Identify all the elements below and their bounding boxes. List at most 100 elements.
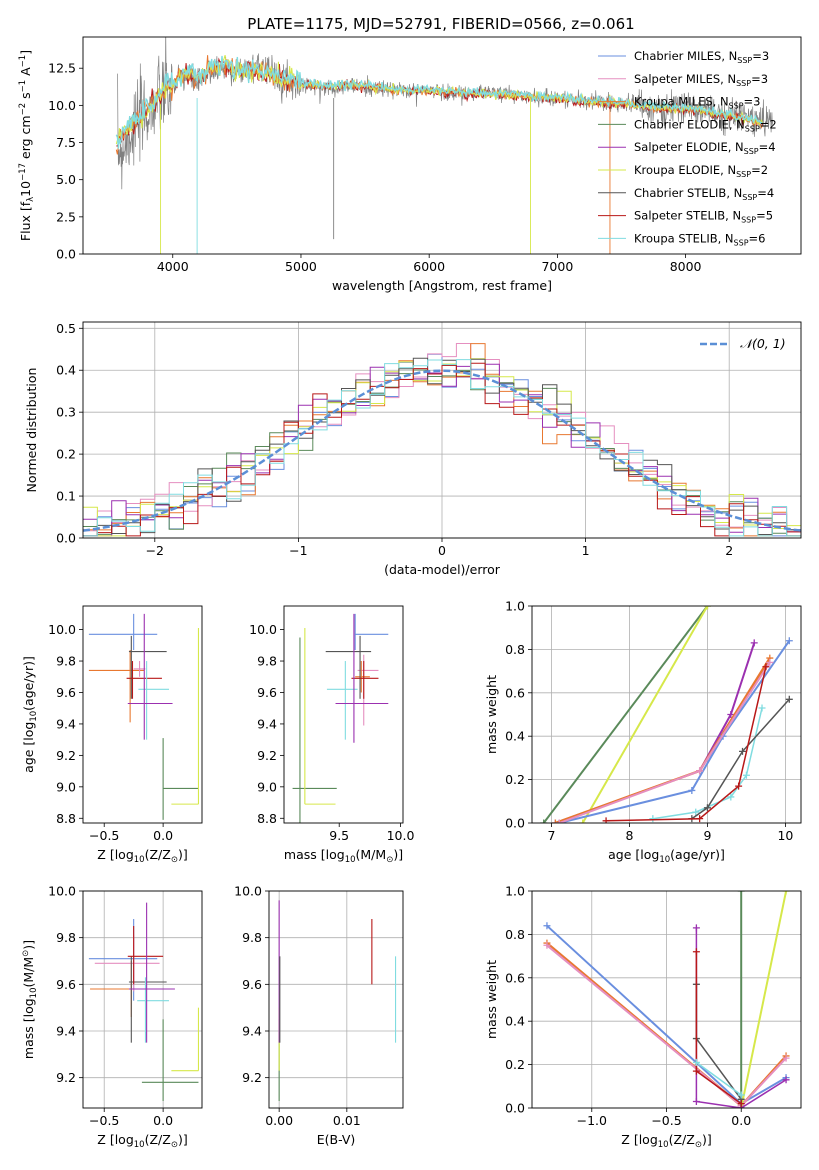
x-tick-label: 7 xyxy=(548,828,556,843)
x-tick-label: 10.0 xyxy=(387,828,415,843)
y-tick-label: 9.8 xyxy=(56,654,76,669)
errorbar-point xyxy=(137,977,170,1043)
x-axis-label: Z [log10(Z/Z⊙)] xyxy=(97,1132,187,1150)
errorbar-point xyxy=(162,738,199,820)
y-tick-label: 0.4 xyxy=(56,363,76,378)
histogram-step xyxy=(83,359,801,537)
x-tick-label: 0.01 xyxy=(333,1113,361,1128)
data-point xyxy=(766,658,774,666)
series-line xyxy=(695,951,742,1105)
data-point xyxy=(692,1058,700,1066)
x-tick-label: −1 xyxy=(289,543,307,558)
y-tick-label: 10.0 xyxy=(234,884,262,899)
y-tick-label: 0.2 xyxy=(505,772,525,787)
panels-layer: 4000 5000 6000 7000 80000.02.55.07.510.012.5… xyxy=(18,36,802,1150)
x-tick-label: 5000 xyxy=(285,259,317,274)
plot-area xyxy=(88,613,200,820)
errorbar-point xyxy=(292,637,337,823)
errorbar-point xyxy=(128,956,167,1043)
x-tick-label: 9.5 xyxy=(329,828,349,843)
legend-label: Chabrier ELODIE, NSSP=2 xyxy=(634,117,777,133)
legend-label: Salpeter MILES, NSSP=3 xyxy=(634,72,768,88)
y-tick-label: 0.2 xyxy=(505,1057,525,1072)
histogram-step xyxy=(83,343,801,537)
y-tick-label: 0.3 xyxy=(56,405,76,420)
y-tick-label: 9.8 xyxy=(257,654,277,669)
errorbar-point xyxy=(141,1019,199,1101)
data-point xyxy=(727,793,735,801)
legend-label: Chabrier STELIB, NSSP=4 xyxy=(634,186,774,202)
data-point xyxy=(782,1054,790,1062)
data-point xyxy=(750,639,758,647)
x-tick-label: −0.5 xyxy=(89,1113,119,1128)
legend-label: Kroupa MILES, NSSP=3 xyxy=(634,95,760,111)
axes-frame xyxy=(82,321,802,539)
axes-frame xyxy=(82,36,802,255)
x-tick-label: 2 xyxy=(725,543,733,558)
y-tick-label: 9.2 xyxy=(56,748,76,763)
legend: Chabrier MILES, NSSP=3 Salpeter MILES, NS… xyxy=(598,49,777,247)
y-tick-label: 0.6 xyxy=(505,685,525,700)
x-tick-label: 8000 xyxy=(670,259,702,274)
y-tick-label: 12.5 xyxy=(48,61,76,76)
data-point xyxy=(785,637,793,645)
plot-area xyxy=(278,900,397,1101)
errorbar-point xyxy=(133,661,146,677)
data-point xyxy=(692,1097,700,1105)
y-tick-label: 0.4 xyxy=(505,729,525,744)
errorbar-point xyxy=(326,661,358,740)
data-point xyxy=(737,891,745,895)
x-tick-label: 7000 xyxy=(541,259,573,274)
x-tick-label: 0.0 xyxy=(153,1113,173,1128)
x-tick-label: −2 xyxy=(146,543,164,558)
x-axis-label: E(B-V) xyxy=(317,1132,356,1147)
errorbar-point xyxy=(128,902,175,1043)
errorbar-point xyxy=(351,661,379,699)
data-point xyxy=(579,819,587,823)
x-tick-label: 0 xyxy=(438,543,446,558)
y-tick-label: 10.0 xyxy=(48,884,76,899)
y-tick-label: 8.8 xyxy=(257,811,277,826)
series-line xyxy=(558,661,771,823)
errorbar-point xyxy=(88,613,158,651)
data-point xyxy=(692,948,700,956)
errorbar-point xyxy=(138,661,170,740)
data-point xyxy=(692,808,700,816)
plot-area xyxy=(83,343,801,537)
y-tick-label: 0.0 xyxy=(505,816,525,831)
data-point xyxy=(543,941,551,949)
y-tick-label: 0.0 xyxy=(505,1101,525,1116)
y-tick-label: 0.5 xyxy=(56,321,76,336)
panel-mass-vs-EBV: 0.00 0.01 9.2 9.4 9.6 9.8 10.0 E(B-V) xyxy=(234,884,404,1147)
legend-label: Salpeter STELIB, NSSP=5 xyxy=(634,209,773,225)
panel-mass-weight-vs-Z: −1.0 −0.5 0.0 0.0 0.2 0.4 0.6 0.8 1.0 Z [log10(Z/… xyxy=(484,884,802,1150)
errorbar-point xyxy=(304,628,336,805)
y-tick-label: 9.4 xyxy=(56,1024,76,1039)
data-point xyxy=(692,924,700,932)
panel-age-vs-mass: 9.5 10.0 8.8 9.0 9.2 9.4 9.6 9.8 10.0 mass [log10… xyxy=(249,605,415,865)
panel-mass-vs-Z: −0.5 0.0 9.2 9.4 9.6 9.8 10.0 Z [log10(Z/Z⊙)] ma… xyxy=(21,884,203,1150)
errorbar-point xyxy=(128,635,167,699)
y-tick-label: 5.0 xyxy=(56,172,76,187)
series-line xyxy=(606,666,767,822)
errorbar-point xyxy=(171,628,200,805)
axes-frame xyxy=(268,890,404,1109)
data-point xyxy=(762,663,770,671)
x-tick-label: 0.0 xyxy=(153,828,173,843)
x-tick-label: −0.5 xyxy=(651,1113,681,1128)
data-point xyxy=(727,711,735,718)
panel-age-vs-Z: −0.5 0.0 8.8 9.0 9.2 9.4 9.6 9.8 10.0 Z [log10(Z/… xyxy=(21,605,203,865)
y-tick-label: 9.8 xyxy=(56,930,76,945)
errorbar-point xyxy=(127,926,164,985)
data-point xyxy=(555,819,563,823)
y-axis-label: mass weight xyxy=(484,675,499,754)
series-line xyxy=(691,698,790,820)
y-tick-label: 1.0 xyxy=(505,884,525,899)
legend-label: Kroupa ELODIE, NSSP=2 xyxy=(634,163,768,179)
plot-area xyxy=(292,613,389,823)
y-axis-label: mass [log10(M/M⊙)] xyxy=(21,940,39,1059)
x-tick-label: 0.00 xyxy=(265,1113,293,1128)
axes-frame xyxy=(82,890,203,1109)
data-point xyxy=(602,817,610,823)
y-axis-label: mass weight xyxy=(484,960,499,1039)
